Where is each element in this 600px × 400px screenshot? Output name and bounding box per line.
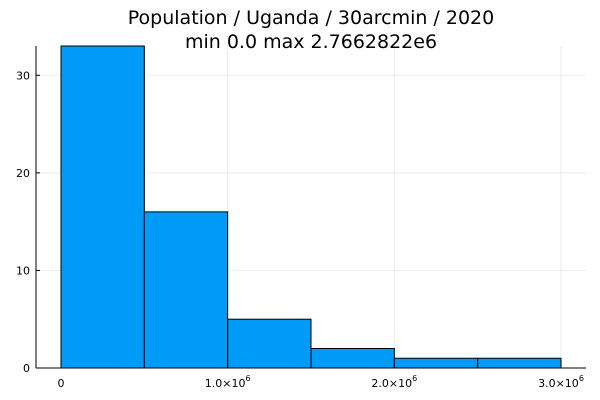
y-tick-label: 0 xyxy=(23,362,30,375)
y-tick-label: 30 xyxy=(16,69,30,82)
histogram-bar-0 xyxy=(60,45,145,369)
x-tick-exponent: 6 xyxy=(245,374,250,383)
chart-title: Population / Uganda / 30arcmin / 2020 xyxy=(128,7,494,29)
x-tick-base: 0 xyxy=(58,377,65,390)
x-tick-base: 2.0×10 xyxy=(371,377,412,390)
histogram-bar-2 xyxy=(227,318,312,369)
histogram-bar-5 xyxy=(477,357,562,369)
histogram-bar-3 xyxy=(310,347,395,369)
histogram-bar-1 xyxy=(143,211,229,369)
x-tick-label: 0 xyxy=(58,377,65,390)
y-tick-label: 10 xyxy=(16,264,30,277)
x-tick-label: 3.0×106 xyxy=(538,374,584,390)
x-tick-base: 1.0×10 xyxy=(205,377,246,390)
axes-layer xyxy=(35,46,586,369)
y-tick-label: 20 xyxy=(16,167,30,180)
histogram-bar-4 xyxy=(393,357,479,369)
x-tick-base: 3.0×10 xyxy=(538,377,579,390)
chart-subtitle: min 0.0 max 2.7662822e6 xyxy=(185,31,437,53)
x-tick-exponent: 6 xyxy=(412,374,417,383)
x-tick-exponent: 6 xyxy=(579,374,584,383)
x-tick-label: 2.0×106 xyxy=(371,374,417,390)
bars-layer xyxy=(60,45,562,369)
x-tick-label: 1.0×106 xyxy=(205,374,251,390)
